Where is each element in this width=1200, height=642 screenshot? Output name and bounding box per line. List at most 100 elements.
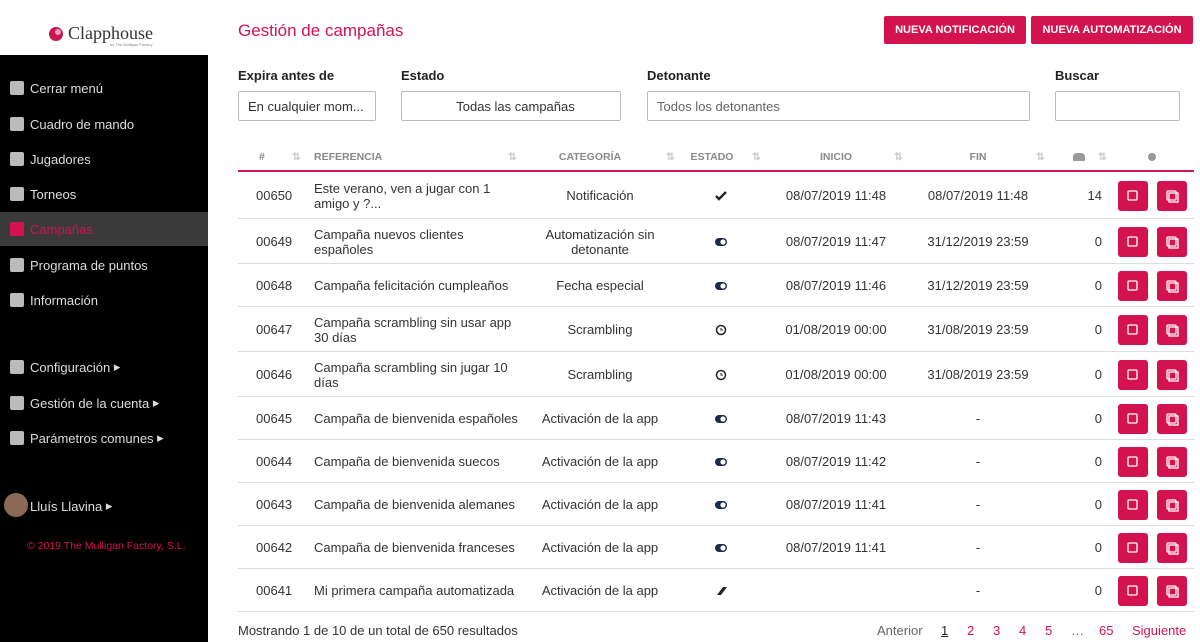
logo-text: Clapphouse [68, 23, 153, 43]
campaign-players: 0 [1094, 322, 1102, 337]
header-divider [238, 170, 1194, 172]
edit-button[interactable] [1118, 575, 1148, 606]
campaign-reference: Campaña de bienvenida alemanes [314, 497, 515, 512]
copy-button[interactable] [1157, 226, 1187, 257]
copy-button[interactable] [1157, 270, 1187, 301]
campaign-end: - [975, 454, 981, 469]
filter-input[interactable]: Todos los detonantes [647, 91, 1030, 121]
sort-icon[interactable]: ⇅ [1036, 151, 1045, 163]
copy-button[interactable] [1157, 180, 1187, 211]
copy-button[interactable] [1157, 403, 1187, 434]
copy-button[interactable] [1157, 446, 1187, 477]
pagination-item[interactable]: 5 [1045, 623, 1053, 638]
info-icon [1148, 153, 1156, 161]
header-button[interactable]: NUEVA AUTOMATIZACIÓN [1031, 16, 1193, 44]
user-menu[interactable]: Lluís Llavina ▸ [30, 498, 113, 514]
column-header: INICIO [819, 151, 853, 163]
menu-label: Información [30, 292, 98, 308]
campaign-end: 08/07/2019 11:48 [927, 188, 1029, 203]
copy-button[interactable] [1157, 314, 1187, 345]
pagination-item[interactable]: 2 [967, 623, 975, 638]
menu-item[interactable]: Programa de puntos [0, 248, 208, 282]
status-icon [714, 456, 728, 468]
sort-icon[interactable]: ⇅ [292, 151, 301, 163]
edit-button[interactable] [1118, 314, 1148, 345]
filter-input[interactable]: En cualquier mom... [238, 91, 376, 121]
table-row: 00646 Campaña scrambling sin jugar 10 día… [238, 352, 1194, 397]
campaign-players: 0 [1094, 367, 1102, 382]
menu-icon [10, 222, 24, 236]
menu-item[interactable]: Torneos [0, 177, 208, 211]
campaign-players: 14 [1087, 188, 1102, 203]
pagination-item[interactable]: 3 [993, 623, 1001, 638]
pagination-item[interactable]: Siguiente [1132, 623, 1187, 638]
menu-item[interactable]: Información [0, 283, 208, 317]
edit-button[interactable] [1118, 446, 1148, 477]
edit-button[interactable] [1118, 180, 1148, 211]
copy-button[interactable] [1157, 359, 1187, 390]
campaign-start: 08/07/2019 11:48 [785, 188, 887, 203]
menu-label: Torneos [30, 186, 77, 202]
edit-button[interactable] [1118, 270, 1148, 301]
sort-icon[interactable]: ⇅ [666, 151, 675, 163]
settings-item[interactable]: Parámetros comunes ▸ [0, 421, 208, 455]
settings-item[interactable]: Configuración ▸ [0, 350, 208, 384]
menu-item[interactable]: Campañas [0, 212, 208, 246]
table-row: 00649 Campaña nuevos clientes españoles Au… [238, 219, 1194, 264]
copyright: © 2019 The Mulligan Factory, S.L. [27, 540, 186, 552]
column-header: CATEGORÍA [558, 151, 622, 163]
menu-item[interactable]: Cerrar menú [0, 71, 208, 105]
campaign-reference: Campaña de bienvenida españoles [314, 411, 518, 426]
campaign-id: 00643 [256, 497, 293, 512]
column-header: FIN [969, 151, 987, 163]
pagination-item[interactable]: 1 [941, 623, 949, 638]
menu-icon [10, 187, 24, 201]
filter-input[interactable]: Todas las campañas [401, 91, 621, 121]
campaign-id: 00646 [256, 367, 293, 382]
campaign-end: 31/08/2019 23:59 [927, 322, 1029, 337]
filter-input[interactable] [1055, 91, 1180, 121]
campaign-reference: Mi primera campaña automatizada [314, 583, 515, 598]
pagination-item[interactable]: Anterior [877, 623, 923, 638]
table-row: 00641 Mi primera campaña automatizada Acti… [238, 569, 1194, 612]
campaign-start: 08/07/2019 11:41 [785, 540, 887, 555]
campaign-category: Activación de la app [541, 583, 659, 598]
campaign-category: Automatización sin detonante [545, 226, 655, 257]
settings-label: Gestión de la cuenta [30, 395, 150, 411]
copy-button[interactable] [1157, 489, 1187, 520]
edit-button[interactable] [1118, 226, 1148, 257]
pagination-item[interactable]: 4 [1019, 623, 1027, 638]
menu-item[interactable]: Cuadro de mando [0, 107, 208, 141]
edit-button[interactable] [1118, 359, 1148, 390]
settings-item[interactable]: Gestión de la cuenta ▸ [0, 386, 208, 420]
sort-icon[interactable]: ⇅ [508, 151, 517, 163]
copy-button[interactable] [1157, 575, 1187, 606]
sort-icon[interactable]: ⇅ [752, 151, 761, 163]
table-row: 00645 Campaña de bienvenida españoles Acti… [238, 397, 1194, 440]
edit-button[interactable] [1118, 403, 1148, 434]
edit-button[interactable] [1118, 532, 1148, 563]
copy-button[interactable] [1157, 532, 1187, 563]
campaign-category: Scrambling [567, 322, 633, 337]
campaign-start: 08/07/2019 11:41 [785, 497, 887, 512]
campaign-start: 01/08/2019 00:00 [785, 322, 887, 337]
players-icon [1073, 153, 1085, 161]
campaign-start [776, 569, 896, 612]
menu-icon [10, 117, 24, 131]
logo-subtitle: by The Mulligan Factory [110, 42, 153, 47]
campaign-id: 00642 [256, 540, 293, 555]
header-button[interactable]: NUEVA NOTIFICACIÓN [884, 16, 1026, 44]
campaign-players: 0 [1094, 540, 1102, 555]
menu-icon [10, 293, 24, 307]
sort-icon[interactable]: ⇅ [894, 151, 903, 163]
page-title: Gestión de campañas [238, 21, 404, 40]
status-icon [714, 413, 728, 425]
campaign-start: 08/07/2019 11:46 [785, 278, 887, 293]
edit-button[interactable] [1118, 489, 1148, 520]
sort-icon[interactable]: ⇅ [1098, 151, 1107, 163]
pagination-item[interactable]: 65 [1099, 623, 1114, 638]
menu-item[interactable]: Jugadores [0, 142, 208, 176]
menu-label: Jugadores [30, 151, 91, 167]
campaign-players: 0 [1094, 234, 1102, 249]
campaign-reference: Campaña de bienvenida franceses [314, 540, 515, 555]
